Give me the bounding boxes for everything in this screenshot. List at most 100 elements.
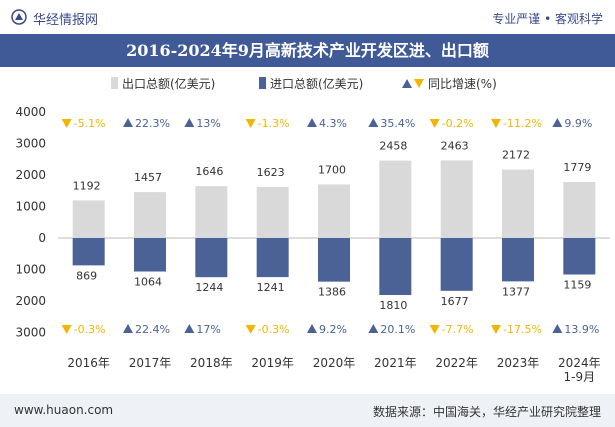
import-bar [440, 238, 473, 291]
export-growth-label: -0.2% [442, 117, 474, 130]
growth-up-triangle-icon [552, 118, 563, 127]
export-growth-label: 9.9% [564, 117, 592, 130]
legend-down-triangle-icon [414, 79, 424, 88]
x-tick-label: 2023年 [497, 356, 540, 370]
growth-up-triangle-icon [184, 118, 195, 127]
export-value-label: 2172 [502, 149, 530, 162]
y-tick-label: 3000 [15, 137, 46, 151]
export-growth-label: -5.1% [74, 117, 106, 130]
import-bar [318, 238, 350, 282]
x-tick-label: 2019年 [251, 356, 294, 370]
y-tick-label: 0 [38, 231, 46, 245]
growth-down-triangle-icon [245, 119, 256, 128]
y-tick-label: 4000 [15, 105, 46, 119]
data-source: 数据来源：中国海关，华经产业研究院整理 [372, 405, 601, 419]
website-link[interactable]: www.huaon.com [14, 403, 114, 417]
export-bar [502, 169, 534, 238]
import-bar [256, 238, 289, 278]
growth-up-triangle-icon [184, 324, 195, 333]
x-tick-label: 2021年 [374, 356, 417, 370]
x-tick-label: 2024年 1-9月 [558, 356, 601, 384]
export-growth-label: -1.3% [258, 117, 290, 130]
export-value-label: 1779 [563, 161, 591, 174]
import-bar [72, 238, 105, 266]
top-bar: 华经情报网 专业严谨 • 客观科学 [0, 0, 615, 34]
growth-up-triangle-icon [123, 324, 133, 333]
chart: 出口总额(亿美元) 进口总额(亿美元) 同比增速(%) 4000 3000 2000… [15, 76, 610, 384]
import-value-label: 1377 [502, 285, 530, 298]
growth-down-triangle-icon [61, 119, 72, 128]
growth-down-triangle-icon [429, 119, 440, 128]
bars: 1192 869 -5.1% -0.3% 1457 1064 22.3% 22.4% 1646 1… [61, 117, 599, 336]
import-bar [502, 238, 534, 282]
export-bar [379, 160, 412, 238]
import-growth-label: -7.7% [442, 323, 474, 336]
export-bar [72, 200, 105, 238]
legend-export-label: 出口总额(亿美元) [122, 76, 215, 91]
import-growth-label: -0.3% [258, 323, 290, 336]
import-value-label: 1244 [195, 281, 223, 294]
footer: www.huaon.com 数据来源：中国海关，华经产业研究院整理 [0, 394, 615, 427]
legend: 出口总额(亿美元) 进口总额(亿美元) 同比增速(%) [111, 76, 497, 91]
import-bar [379, 238, 412, 296]
import-growth-label: -0.3% [74, 323, 106, 336]
legend-up-triangle-icon [402, 79, 412, 88]
export-growth-label: 4.3% [319, 117, 347, 130]
import-bar [195, 238, 228, 278]
y-tick-label: 1000 [15, 263, 46, 277]
x-tick-label: 2017年 [129, 356, 172, 370]
export-growth-label: 22.3% [135, 117, 170, 130]
import-bar [134, 238, 166, 272]
import-value-label: 1159 [563, 279, 591, 292]
x-tick-label: 2022年 [435, 356, 478, 370]
growth-down-triangle-icon [429, 325, 440, 334]
x-tick-label: 2016年 [67, 356, 110, 370]
import-value-label: 1064 [134, 276, 162, 289]
y-axis: 4000 3000 2000 1000 0 1000 2000 3000 [15, 105, 46, 340]
export-growth-label: -11.2% [503, 117, 542, 130]
x-axis: 2016年 2017年 2018年 2019年 2020年 2021年 2022年 2023年… [67, 356, 600, 384]
growth-down-triangle-icon [245, 325, 256, 334]
export-bar [195, 186, 228, 238]
export-bar [256, 186, 289, 238]
export-value-label: 1192 [73, 179, 101, 192]
export-bar [318, 184, 350, 238]
import-growth-label: 13.9% [564, 323, 599, 336]
y-tick-label: 2000 [15, 168, 46, 182]
export-value-label: 2463 [441, 139, 469, 152]
y-tick-label: 1000 [15, 200, 46, 214]
export-growth-label: 13% [196, 117, 220, 130]
title-bar: 2016-2024年9月高新技术产业开发区进、出口额 [0, 34, 615, 67]
import-value-label: 1386 [318, 286, 346, 299]
growth-up-triangle-icon [368, 324, 379, 333]
growth-down-triangle-icon [61, 325, 72, 334]
export-bar [563, 181, 596, 238]
import-value-label: 1677 [441, 295, 469, 308]
export-value-label: 1646 [195, 165, 223, 178]
y-tick-label: 3000 [15, 326, 46, 340]
import-value-label: 1810 [379, 299, 407, 312]
import-growth-label: -17.5% [503, 323, 542, 336]
export-value-label: 2458 [379, 140, 407, 153]
import-bar [563, 238, 596, 275]
import-growth-label: 22.4% [135, 323, 170, 336]
export-growth-label: 35.4% [380, 117, 415, 130]
growth-down-triangle-icon [491, 325, 501, 334]
import-growth-label: 9.2% [319, 323, 347, 336]
import-growth-label: 20.1% [380, 323, 415, 336]
y-tick-label: 2000 [15, 294, 46, 308]
growth-down-triangle-icon [491, 119, 501, 128]
import-value-label: 1241 [257, 281, 285, 294]
export-bar [134, 192, 166, 238]
export-value-label: 1457 [134, 171, 162, 184]
legend-import-label: 进口总额(亿美元) [270, 76, 363, 91]
import-value-label: 869 [76, 269, 97, 282]
x-tick-label: 2018年 [190, 356, 233, 370]
export-bar [440, 160, 473, 238]
legend-import-swatch [259, 77, 266, 89]
x-tick-label: 2020年 [313, 356, 356, 370]
logo-icon [11, 9, 27, 25]
export-value-label: 1700 [318, 163, 346, 176]
import-growth-label: 17% [196, 323, 220, 336]
tagline: 专业严谨 • 客观科学 [492, 12, 603, 26]
